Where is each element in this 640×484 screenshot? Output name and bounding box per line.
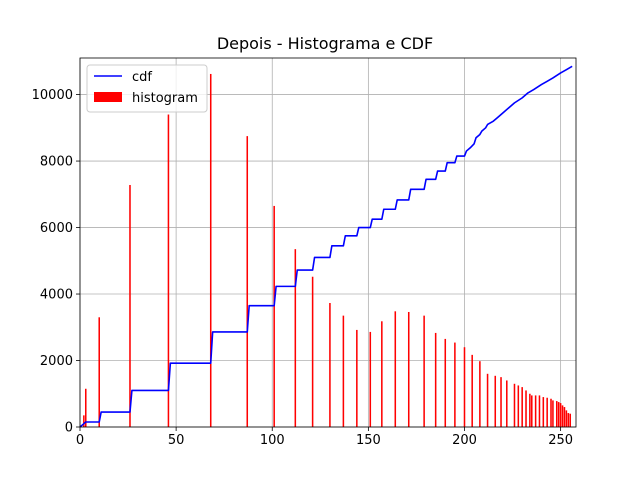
histogram-bar <box>294 249 297 427</box>
histogram-bar <box>98 317 100 427</box>
y-axis-ticks: 0 2000 4000 6000 8000 10000 <box>32 88 80 436</box>
histogram-bars <box>83 73 572 427</box>
x-tick-label: 100 <box>260 433 285 448</box>
x-axis-ticks: 0 50 100 150 200 250 <box>76 427 573 448</box>
histogram-bar <box>444 338 447 427</box>
chart-title: Depois - Histograma e CDF <box>217 34 433 53</box>
histogram-bar <box>84 388 87 427</box>
histogram-bar <box>471 354 473 427</box>
histogram-bar <box>129 184 131 427</box>
histogram-bar <box>517 385 520 427</box>
histogram-bar <box>381 321 383 427</box>
histogram-bar <box>556 401 558 427</box>
histogram-bar <box>342 315 345 427</box>
y-tick-label: 6000 <box>40 221 73 236</box>
y-tick-label: 8000 <box>40 155 73 170</box>
legend-histogram-label: histogram <box>132 91 198 106</box>
histogram-bar <box>486 373 489 427</box>
plot-frame <box>79 57 577 428</box>
histogram-bar <box>567 413 570 427</box>
histogram-bar <box>521 387 523 427</box>
histogram-bar <box>542 397 545 427</box>
histogram-bar <box>311 276 314 427</box>
histogram-bar <box>538 395 541 427</box>
histogram-bar <box>531 395 533 427</box>
histogram-bar <box>273 205 275 427</box>
histogram-bar <box>513 383 516 427</box>
histogram-bar <box>494 375 497 427</box>
histogram-bar <box>552 400 554 427</box>
x-tick-label: 50 <box>168 433 185 448</box>
histogram-bar <box>479 361 481 427</box>
x-tick-label: 250 <box>548 433 573 448</box>
histogram-bar <box>167 114 170 427</box>
histogram-bar <box>550 398 552 427</box>
histogram-bar <box>563 407 566 427</box>
legend: cdf histogram <box>86 64 208 113</box>
histogram-bar <box>434 332 437 427</box>
y-tick-label: 0 <box>65 421 73 436</box>
legend-cdf-label: cdf <box>132 70 152 85</box>
histogram-bar <box>423 315 425 427</box>
histogram-bar <box>500 377 502 427</box>
histogram-bar <box>506 380 508 427</box>
x-tick-label: 0 <box>76 433 84 448</box>
histogram-bar <box>559 403 562 427</box>
histogram-bar <box>546 397 548 427</box>
y-tick-label: 10000 <box>32 88 73 103</box>
histogram-bar <box>356 329 358 427</box>
legend-histogram-swatch <box>94 92 122 102</box>
histogram-bar <box>394 311 397 427</box>
histogram-bar <box>565 410 568 427</box>
histogram-bar <box>246 136 249 427</box>
histogram-bar <box>209 73 212 427</box>
histogram-bar <box>83 415 85 427</box>
histogram-bar <box>329 303 331 427</box>
histogram-bar <box>561 405 564 427</box>
histogram-bar <box>463 347 466 427</box>
histogram-bar <box>529 393 531 427</box>
histogram-bar <box>369 331 372 427</box>
histogram-bar <box>534 395 537 427</box>
histogram-bar <box>407 311 410 427</box>
histogram-bar <box>454 342 456 427</box>
y-tick-label: 2000 <box>40 354 73 369</box>
histogram-bar <box>569 413 572 427</box>
y-tick-label: 4000 <box>40 288 73 303</box>
cdf-line <box>79 65 573 428</box>
plot-area <box>80 58 576 427</box>
x-tick-label: 150 <box>356 433 381 448</box>
histogram-bar <box>525 390 527 427</box>
x-tick-label: 200 <box>452 433 477 448</box>
histogram-bar <box>557 402 560 427</box>
